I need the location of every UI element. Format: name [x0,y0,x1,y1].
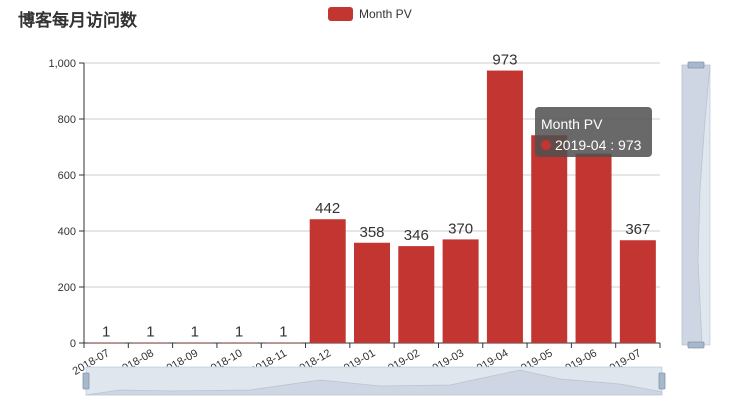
bar [354,242,390,343]
data-label: 1 [235,324,243,341]
data-label: 358 [359,224,384,241]
bar [619,240,656,343]
legend[interactable]: Month PV [328,7,412,21]
data-label: 973 [492,52,517,69]
tooltip-value: 2019-04 : 973 [541,135,652,156]
bar [575,153,612,343]
data-label: 1 [279,324,287,341]
legend-label-month-pv: Month PV [359,7,412,21]
y-zoom-handle[interactable] [687,61,705,69]
y-tick-label: 0 [70,338,76,350]
x-zoom-selection [86,367,662,395]
x-zoom-shadow [85,369,663,396]
legend-swatch [328,7,353,21]
y-tick-label: 800 [58,114,76,126]
y-zoom-shadow [681,64,711,346]
chart-tooltip: Month PV 2019-04 : 973 [535,107,652,157]
y-zoom-slider[interactable] [681,61,711,349]
tooltip-series-dot [541,140,551,151]
bar [398,246,435,343]
y-tick-label: 200 [58,282,76,294]
x-zoom-handle[interactable] [82,372,90,390]
tooltip-text: 2019-04 : 973 [555,137,642,153]
bar [309,219,346,343]
data-label: 346 [404,227,429,244]
y-tick-label: 1,000 [48,58,76,70]
bar [531,135,568,343]
data-label: 367 [625,221,650,238]
x-zoom-handle[interactable] [658,372,666,390]
chart-title: 博客每月访问数 [18,11,137,31]
bar [486,70,523,343]
bar [442,239,479,343]
y-tick-label: 600 [58,170,76,182]
data-label: 1 [191,324,199,341]
data-label: 370 [448,220,473,237]
y-zoom-handle[interactable] [687,341,705,349]
y-zoom-selection [682,65,710,345]
tooltip-title: Month PV [541,116,603,132]
y-tick-label: 400 [58,226,76,238]
data-label: 1 [102,324,110,341]
data-label: 1 [146,324,154,341]
data-label: 442 [315,200,340,217]
x-zoom-slider[interactable] [82,366,666,396]
